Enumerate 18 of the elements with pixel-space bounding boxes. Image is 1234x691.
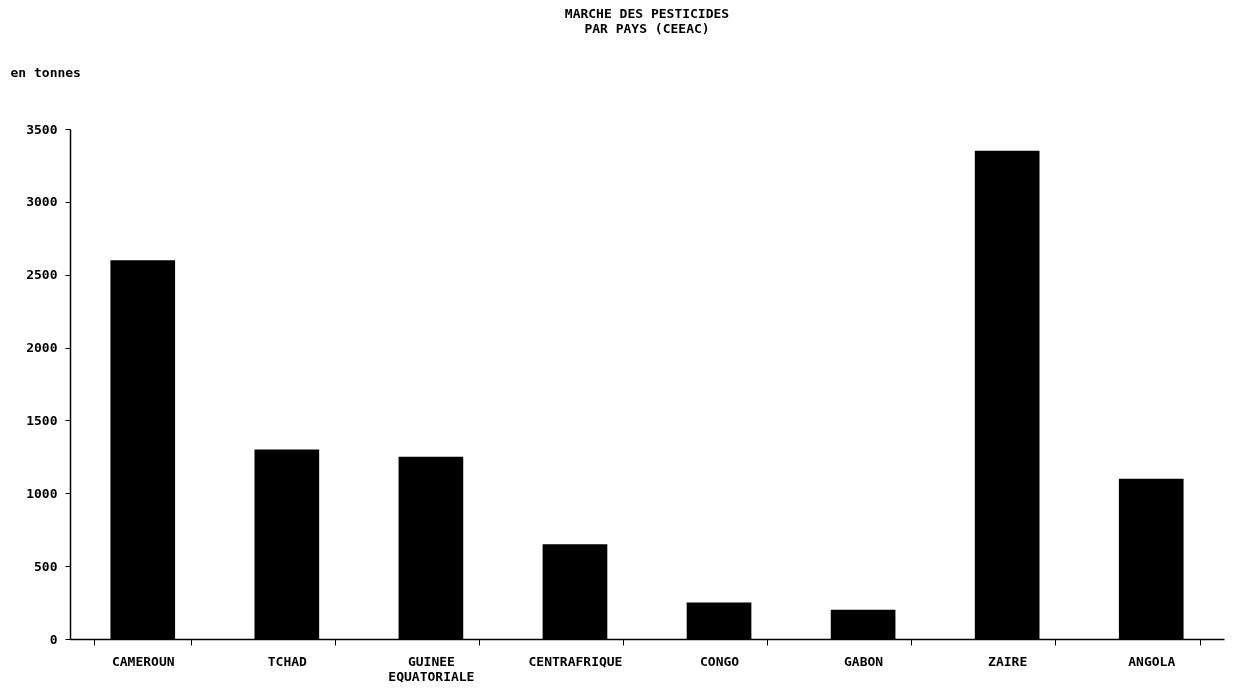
x-tick-label: ANGOLA [1128,653,1176,669]
y-tick-label: 1000 [26,485,58,501]
y-tick-label: 3500 [26,121,58,137]
x-tick-label: CONGO [699,653,740,669]
x-tick-label: CENTRAFRIQUE [528,653,623,669]
x-tick-label: CAMEROUN [111,653,175,669]
y-tick-label: 1500 [26,412,58,428]
y-tick-label: 0 [49,631,58,647]
x-tick-label: GUINEE EQUATORIALE [388,653,475,684]
chart-title: MARCHE DES PESTICIDES PAR PAYS (CEEAC) [564,6,730,36]
x-tick-label: ZAIRE [988,653,1028,669]
y-tick-label: 500 [34,558,58,574]
y-tick-label: 2500 [26,267,58,283]
y-tick-label: 2000 [26,340,58,356]
x-tick-label: TCHAD [267,653,308,669]
y-axis-title: en tonnes [10,64,81,80]
y-tick-label: 3000 [26,194,58,210]
x-tick-label: GABON [844,653,884,669]
